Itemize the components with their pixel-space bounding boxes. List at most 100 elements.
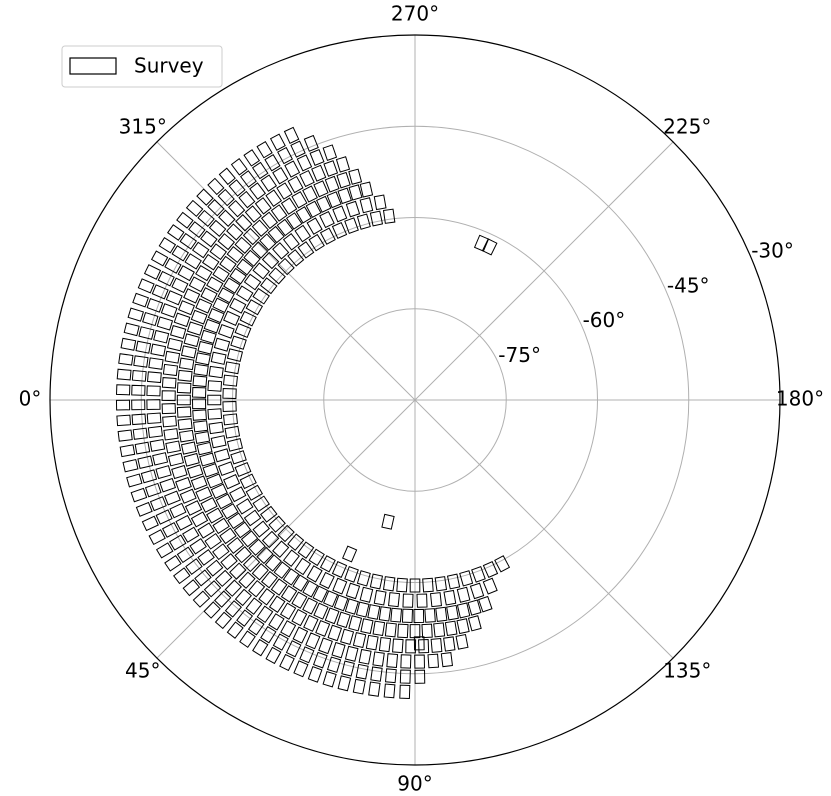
- survey-tile: [382, 576, 396, 592]
- survey-tile: [193, 363, 209, 377]
- survey-tile: [224, 425, 241, 439]
- survey-tile: [146, 412, 162, 425]
- survey-tile: [164, 257, 182, 274]
- radial-tick-label: -60°: [583, 308, 626, 332]
- angle-tick-label: 90°: [397, 772, 432, 796]
- survey-tile: [238, 571, 256, 589]
- survey-tile: [279, 602, 297, 620]
- survey-tile: [141, 515, 159, 532]
- survey-tile: [306, 217, 323, 235]
- survey-tile: [119, 444, 136, 458]
- survey-tile: [122, 458, 139, 473]
- survey-tile: [191, 386, 207, 399]
- survey-tile: [131, 413, 147, 426]
- survey-tile: [313, 180, 329, 198]
- survey-tile: [359, 181, 374, 198]
- survey-tile: [222, 413, 238, 426]
- survey-tile: [482, 560, 499, 579]
- survey-tile: [269, 133, 286, 151]
- survey-tile: [161, 390, 176, 402]
- survey-tile: [219, 255, 237, 273]
- survey-tile: [365, 634, 379, 651]
- survey-tile: [293, 660, 309, 678]
- survey-tile: [186, 464, 204, 479]
- survey-tile: [409, 624, 421, 639]
- survey-tile: [459, 570, 474, 587]
- survey-tile: [190, 511, 209, 528]
- survey-tile: [212, 517, 230, 535]
- survey-tile: [239, 630, 256, 648]
- survey-tile: [239, 310, 257, 327]
- survey-tile: [336, 171, 351, 189]
- survey-tile: [340, 628, 355, 646]
- survey-tile: [444, 620, 458, 637]
- survey-tile: [208, 365, 224, 379]
- angle-tick-label: 270°: [391, 2, 439, 26]
- survey-tile: [196, 441, 213, 456]
- survey-tile: [221, 503, 239, 520]
- survey-tile: [212, 297, 230, 314]
- survey-tile: [195, 264, 213, 282]
- survey-tile: [331, 641, 346, 659]
- survey-tile: [360, 618, 374, 635]
- survey-tile: [243, 249, 261, 267]
- survey-tile: [277, 146, 294, 165]
- survey-tile: [337, 675, 352, 692]
- survey-tile: [311, 164, 327, 182]
- survey-tile: [169, 502, 187, 519]
- survey-tile: [455, 633, 469, 650]
- survey-tile: [401, 608, 414, 624]
- survey-tile: [355, 663, 369, 680]
- survey-tile: [427, 653, 440, 669]
- legend-label: Survey: [134, 54, 204, 78]
- survey-tile: [175, 514, 193, 531]
- survey-tile: [234, 588, 252, 607]
- survey-tile: [207, 394, 222, 406]
- survey-tile: [131, 399, 146, 411]
- survey-tile: [306, 565, 323, 583]
- survey-tile: [344, 598, 359, 615]
- radial-tick-label: -75°: [498, 343, 541, 367]
- survey-tile: [164, 350, 181, 364]
- survey-tile: [292, 574, 309, 592]
- legend-box: [61, 45, 223, 88]
- survey-tile: [195, 486, 213, 502]
- survey-tile: [424, 608, 436, 623]
- survey-tile: [295, 206, 312, 224]
- survey-tile: [312, 585, 329, 603]
- survey-tile: [208, 219, 227, 237]
- survey-tile: [284, 160, 301, 178]
- survey-tile: [206, 276, 224, 293]
- survey-tile: [435, 606, 448, 622]
- survey-tile: [195, 298, 213, 314]
- survey-tile: [261, 251, 280, 270]
- survey-tile: [167, 224, 185, 241]
- survey-tile: [239, 170, 257, 188]
- survey-tile: [252, 495, 270, 513]
- survey-tile: [252, 638, 269, 657]
- survey-tile: [467, 615, 482, 632]
- survey-tile: [182, 579, 201, 597]
- survey-tile: [369, 210, 384, 227]
- survey-tile: [299, 646, 315, 664]
- survey-tile: [137, 278, 155, 294]
- survey-tile: [382, 208, 396, 224]
- survey-tile: [345, 200, 361, 218]
- survey-tile: [200, 497, 218, 513]
- survey-tile: [473, 234, 490, 252]
- survey-tile: [194, 569, 212, 587]
- survey-tile: [303, 614, 319, 632]
- survey-tile: [319, 210, 335, 229]
- survey-tile: [155, 509, 173, 525]
- survey-tile: [140, 469, 158, 484]
- survey-tile: [440, 652, 453, 668]
- survey-tile: [207, 177, 225, 196]
- survey-tile: [276, 218, 294, 237]
- survey-tile: [383, 683, 396, 699]
- survey-tile: [319, 227, 336, 245]
- survey-tile: [200, 329, 217, 344]
- survey-tile: [282, 549, 300, 567]
- survey-tile: [161, 521, 180, 538]
- survey-tile: [212, 543, 230, 561]
- survey-tile: [378, 636, 392, 653]
